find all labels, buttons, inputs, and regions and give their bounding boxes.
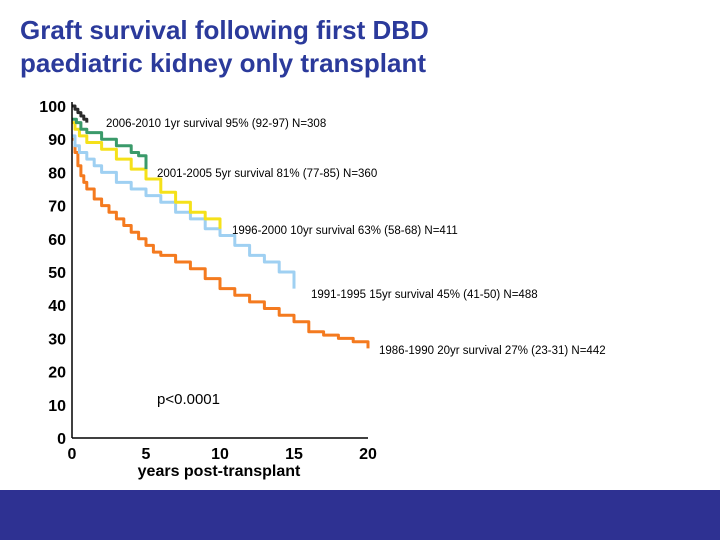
x-tick-label: 10 <box>211 446 229 463</box>
series-line-2006-2010 <box>72 104 89 123</box>
label-layer: 1986-1990 20yr survival 27% (23-31) N=44… <box>106 118 606 408</box>
y-tick-label: 30 <box>48 331 66 348</box>
survival-chart: 0 10 20 30 40 50 60 70 80 90 100 0 5 10 15 20 years post… <box>39 99 606 480</box>
y-tick-label: 70 <box>48 199 66 216</box>
y-tick-label: 20 <box>48 365 66 382</box>
y-tick-label: 10 <box>48 398 66 415</box>
series-label-1991-1995: 1991-1995 15yr survival 45% (41-50) N=48… <box>311 289 538 301</box>
series-line-1996-2000 <box>72 121 222 229</box>
series-label-2001-2005: 2001-2005 5yr survival 81% (77-85) N=360 <box>157 168 377 180</box>
y-tick-label: 100 <box>39 99 66 116</box>
x-tick-label: 15 <box>285 446 303 463</box>
y-tick-label: 90 <box>48 132 66 149</box>
series-line-1991-1995 <box>72 134 296 289</box>
y-tick-label: 50 <box>48 265 66 282</box>
x-axis-title: years post-transplant <box>138 463 301 480</box>
y-tick-label: 0 <box>57 431 66 448</box>
chart-title: Graft survival following first DBD paedi… <box>20 14 710 80</box>
footer-band <box>0 490 720 540</box>
y-tick-label: 60 <box>48 232 66 249</box>
axes-layer: 0 10 20 30 40 50 60 70 80 90 100 0 5 10 15 20 years post… <box>39 99 377 480</box>
chart-title-line-1: Graft survival following first DBD <box>20 15 429 45</box>
series-line-1986-1990 <box>72 137 370 349</box>
series-layer <box>72 104 370 349</box>
x-tick-label: 0 <box>68 446 77 463</box>
series-label-1996-2000: 1996-2000 10yr survival 63% (58-68) N=41… <box>232 225 458 237</box>
series-line-2001-2005 <box>72 117 148 170</box>
series-label-1986-1990: 1986-1990 20yr survival 27% (23-31) N=44… <box>379 345 606 357</box>
x-tick-label: 5 <box>142 446 151 463</box>
x-tick-label: 20 <box>359 446 377 463</box>
chart-title-line-2: paediatric kidney only transplant <box>20 48 426 78</box>
p-value-annotation: p<0.0001 <box>157 391 220 408</box>
series-label-2006-2010: 2006-2010 1yr survival 95% (92-97) N=308 <box>106 118 326 130</box>
y-tick-label: 80 <box>48 165 66 182</box>
y-tick-label: 40 <box>48 298 66 315</box>
